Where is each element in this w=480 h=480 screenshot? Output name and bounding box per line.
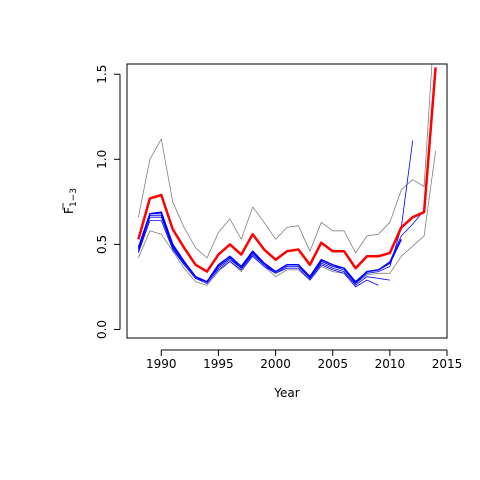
y-tick-label: 0.0 xyxy=(95,320,109,339)
x-tick-label: 2005 xyxy=(317,357,348,371)
y-axis-label-main: F xyxy=(62,207,76,214)
x-tick-label: 1995 xyxy=(203,357,234,371)
plot-frame xyxy=(126,63,448,339)
series-line-lower-bound xyxy=(138,150,436,286)
series-line-estimate xyxy=(137,67,437,273)
x-tick-label: 2010 xyxy=(375,357,406,371)
y-tick-label: 1.5 xyxy=(95,65,109,84)
x-axis-label: Year xyxy=(273,386,299,400)
series-line-retro-5 xyxy=(137,211,402,283)
series-line-upper-bound xyxy=(138,64,433,259)
series-layer xyxy=(137,64,437,288)
series-line-retro-1 xyxy=(138,220,379,288)
y-tick-label: 0.5 xyxy=(95,235,109,254)
y-tick-label: 1.0 xyxy=(95,150,109,169)
x-tick-label: 1990 xyxy=(146,357,177,371)
x-tick-label: 2000 xyxy=(260,357,291,371)
x-tick-label: 2015 xyxy=(432,357,463,371)
y-axis: 0.0 0.5 1.0 1.5 xyxy=(95,65,121,339)
y-axis-label-subscript: 1−3 xyxy=(69,188,79,207)
svg-text:F1−3: F1−3 xyxy=(62,188,79,214)
x-axis: 1990 1995 2000 2005 2010 2015 xyxy=(146,349,463,371)
y-axis-label: F1−3 xyxy=(62,188,79,214)
